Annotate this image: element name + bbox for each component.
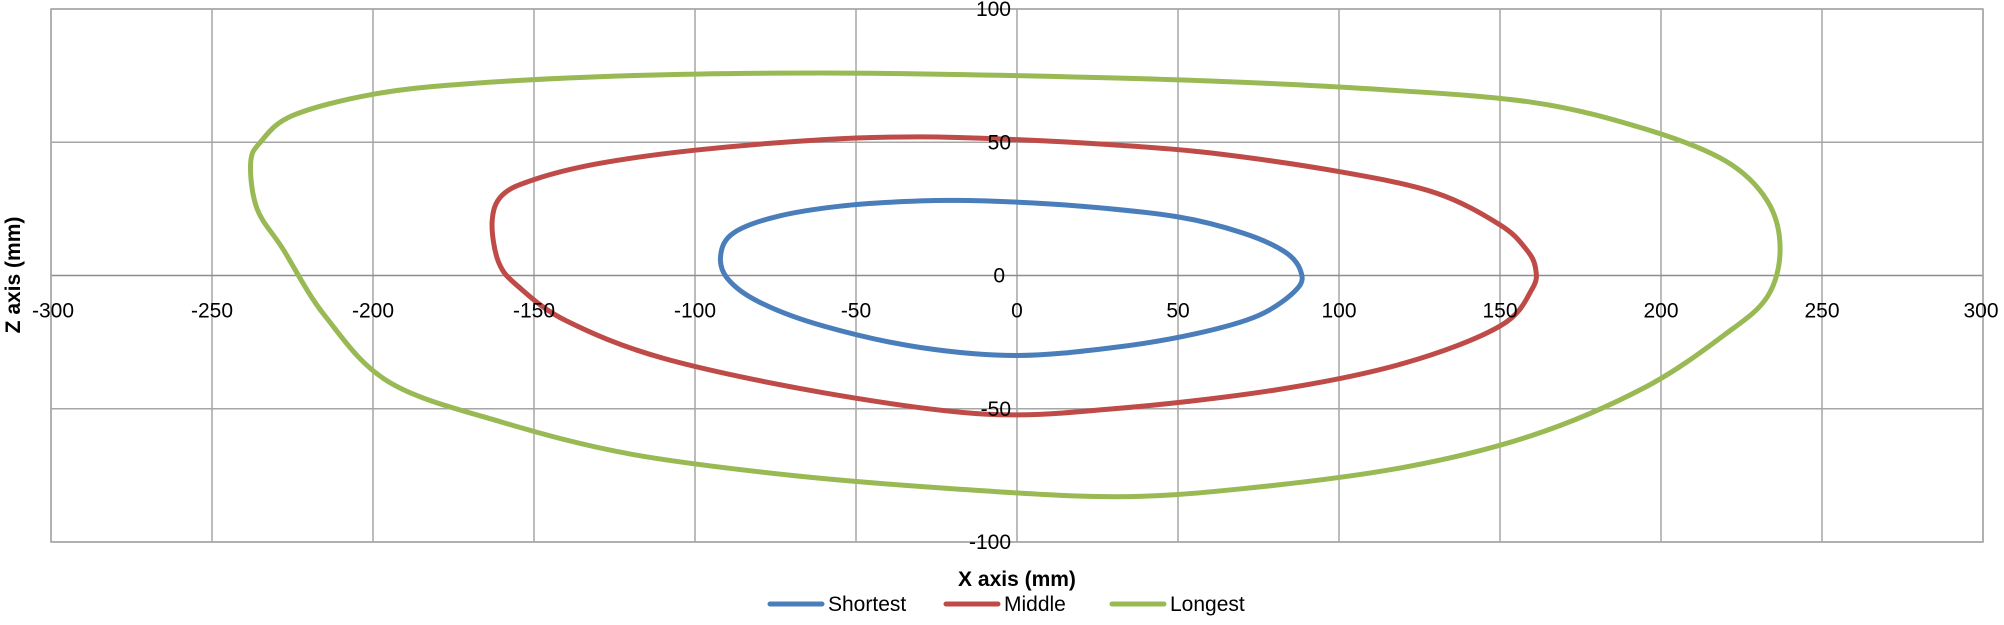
tick-labels: -300 -250 -200 -150 -100 -50 0 50 100 150 200 250 30…: [32, 0, 1999, 554]
x-tick-label: -100: [674, 300, 716, 323]
plot-area-border: [50, 8, 1984, 543]
x-tick-label: 300: [1963, 300, 1998, 323]
y-axis-title: Z axis (mm): [2, 217, 25, 334]
y-tick-label: 0: [993, 265, 1005, 288]
x-tick-label: 200: [1643, 300, 1678, 323]
series-line-longest: [248, 70, 1783, 500]
x-tick-label: 50: [1166, 300, 1189, 323]
y-tick-label: -50: [981, 398, 1011, 421]
series-line-middle: [489, 134, 1539, 418]
x-tick-label: 0: [1011, 300, 1023, 323]
x-axis-title: X axis (mm): [958, 568, 1076, 591]
legend-label-shortest: Shortest: [828, 593, 906, 616]
legend-label-middle: Middle: [1004, 593, 1066, 616]
x-tick-label: 100: [1321, 300, 1356, 323]
x-tick-label: 150: [1482, 300, 1517, 323]
legend: Shortest Middle Longest: [767, 593, 1245, 616]
y-tick-label: 50: [988, 131, 1011, 154]
x-tick-label: -50: [841, 300, 871, 323]
x-tick-label: 250: [1804, 300, 1839, 323]
legend-label-longest: Longest: [1170, 593, 1245, 616]
series-line-shortest: [717, 197, 1305, 358]
x-tick-label: -300: [32, 300, 74, 323]
x-tick-label: -200: [352, 300, 394, 323]
y-tick-label: 100: [976, 0, 1011, 21]
x-tick-label: -150: [513, 300, 555, 323]
series-layer: [248, 70, 1783, 500]
grid: [50, 8, 1984, 543]
x-tick-label: -250: [191, 300, 233, 323]
y-tick-label: -100: [969, 531, 1011, 554]
